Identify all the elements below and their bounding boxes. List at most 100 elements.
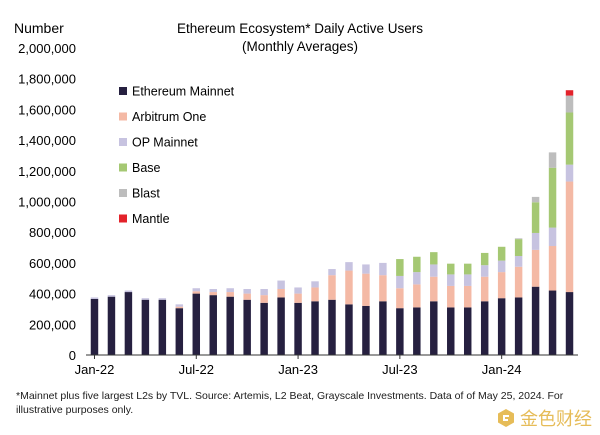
bar-segment [447, 307, 455, 355]
bar-segment [531, 249, 540, 287]
bar-segment [430, 276, 438, 302]
bar-segment [548, 167, 557, 228]
bar-segment [514, 255, 523, 267]
bar-segment [260, 302, 268, 355]
bar-segment [260, 295, 268, 303]
bar-segment [514, 239, 523, 256]
bar-segment [311, 301, 319, 355]
bar-segment [328, 269, 336, 276]
golden-logo-icon [498, 409, 514, 427]
x-tick-label: Jan-22 [75, 362, 115, 377]
bar-segment [396, 275, 404, 289]
bar-segment [379, 301, 387, 355]
bar-segment [514, 238, 523, 240]
x-tick-label: Jan-23 [278, 362, 318, 377]
bar-segment [124, 292, 133, 355]
y-tick-label: 400,000 [29, 287, 76, 302]
y-tick-label: 800,000 [29, 225, 76, 240]
watermark-text: 金色财经 [520, 409, 592, 429]
bar-segment [158, 298, 167, 300]
bar-segment [413, 256, 421, 273]
legend-swatch [119, 138, 127, 146]
y-tick-label: 1,200,000 [18, 164, 76, 179]
x-tick-label: Jan-24 [482, 362, 522, 377]
legend-swatch [119, 112, 127, 121]
legend-label: Ethereum Mainnet [132, 85, 235, 99]
bar-segment [345, 262, 353, 271]
bar-segment [141, 298, 150, 300]
bar-segment [226, 288, 234, 293]
bars [90, 90, 574, 355]
x-axis-ticks: Jan-22 Jul-22 Jan-23 Jul-23 Jan-24 [75, 355, 522, 377]
bar-segment [447, 274, 455, 286]
y-tick-label: 1,000,000 [18, 195, 76, 210]
y-tick-label: 0 [69, 348, 76, 363]
y-tick-label: 200,000 [29, 317, 76, 332]
bar-segment [260, 288, 268, 296]
bar-segment [294, 293, 302, 303]
bar-segment [294, 287, 302, 294]
y-tick-label: 1,400,000 [18, 133, 76, 148]
bar-segment [565, 95, 574, 113]
bar-segment [430, 264, 438, 277]
bar-segment [497, 272, 506, 299]
bar-segment [480, 276, 489, 302]
bar-segment [294, 302, 302, 355]
bar-segment [480, 265, 489, 277]
bar-segment [362, 305, 370, 355]
bar-segment [311, 287, 319, 302]
bar-segment [141, 299, 150, 355]
bar-segment [379, 262, 387, 276]
bar-segment [463, 285, 472, 308]
bar-segment [209, 295, 217, 355]
bar-segment [548, 290, 557, 355]
bar-segment [175, 304, 184, 307]
bar-segment [328, 275, 336, 300]
bar-segment [277, 280, 285, 289]
bar-segment [531, 286, 540, 355]
bar-segment [531, 202, 540, 233]
bar-segment [430, 301, 438, 355]
bar-segment [396, 259, 404, 276]
legend-label: Base [132, 161, 161, 175]
chart-title: Ethereum Ecosystem* Daily Active Users [177, 21, 423, 36]
bar-segment [447, 263, 455, 275]
bar-segment [531, 196, 540, 203]
bar-segment [124, 290, 133, 293]
bar-segment [447, 285, 455, 308]
chart-subtitle: (Monthly Averages) [242, 39, 358, 54]
chart: Ethereum Ecosystem* Daily Active Users (… [14, 20, 578, 377]
bar-segment [514, 266, 523, 298]
bar-segment [497, 298, 506, 355]
y-tick-label: 2,000,000 [18, 41, 76, 56]
bar-segment [565, 90, 574, 96]
bar-segment [345, 304, 353, 355]
bar-segment [413, 307, 421, 355]
legend-label: Arbitrum One [132, 110, 206, 124]
bar-segment [158, 299, 167, 355]
bar-segment [226, 296, 234, 355]
bar-segment [90, 298, 99, 355]
bar-segment [480, 252, 489, 266]
bar-segment [413, 272, 421, 285]
bar-segment [565, 164, 574, 182]
bar-segment [311, 281, 319, 288]
bar-segment [345, 270, 353, 305]
bar-segment [192, 291, 201, 294]
bar-segment [548, 227, 557, 247]
bar-segment [497, 246, 506, 261]
bar-segment [565, 292, 574, 355]
legend-swatch [119, 214, 127, 223]
bar-segment [243, 293, 251, 300]
bar-segment [226, 292, 234, 297]
bar-segment [463, 263, 472, 275]
legend-label: OP Mainnet [132, 136, 198, 150]
bar-segment [243, 299, 251, 355]
bar-segment [565, 181, 574, 293]
bar-segment [192, 288, 201, 292]
bar-segment [175, 306, 184, 309]
legend-label: Mantle [132, 212, 170, 226]
bar-segment [531, 232, 540, 250]
bar-segment [107, 296, 116, 355]
bar-segment [463, 274, 472, 286]
